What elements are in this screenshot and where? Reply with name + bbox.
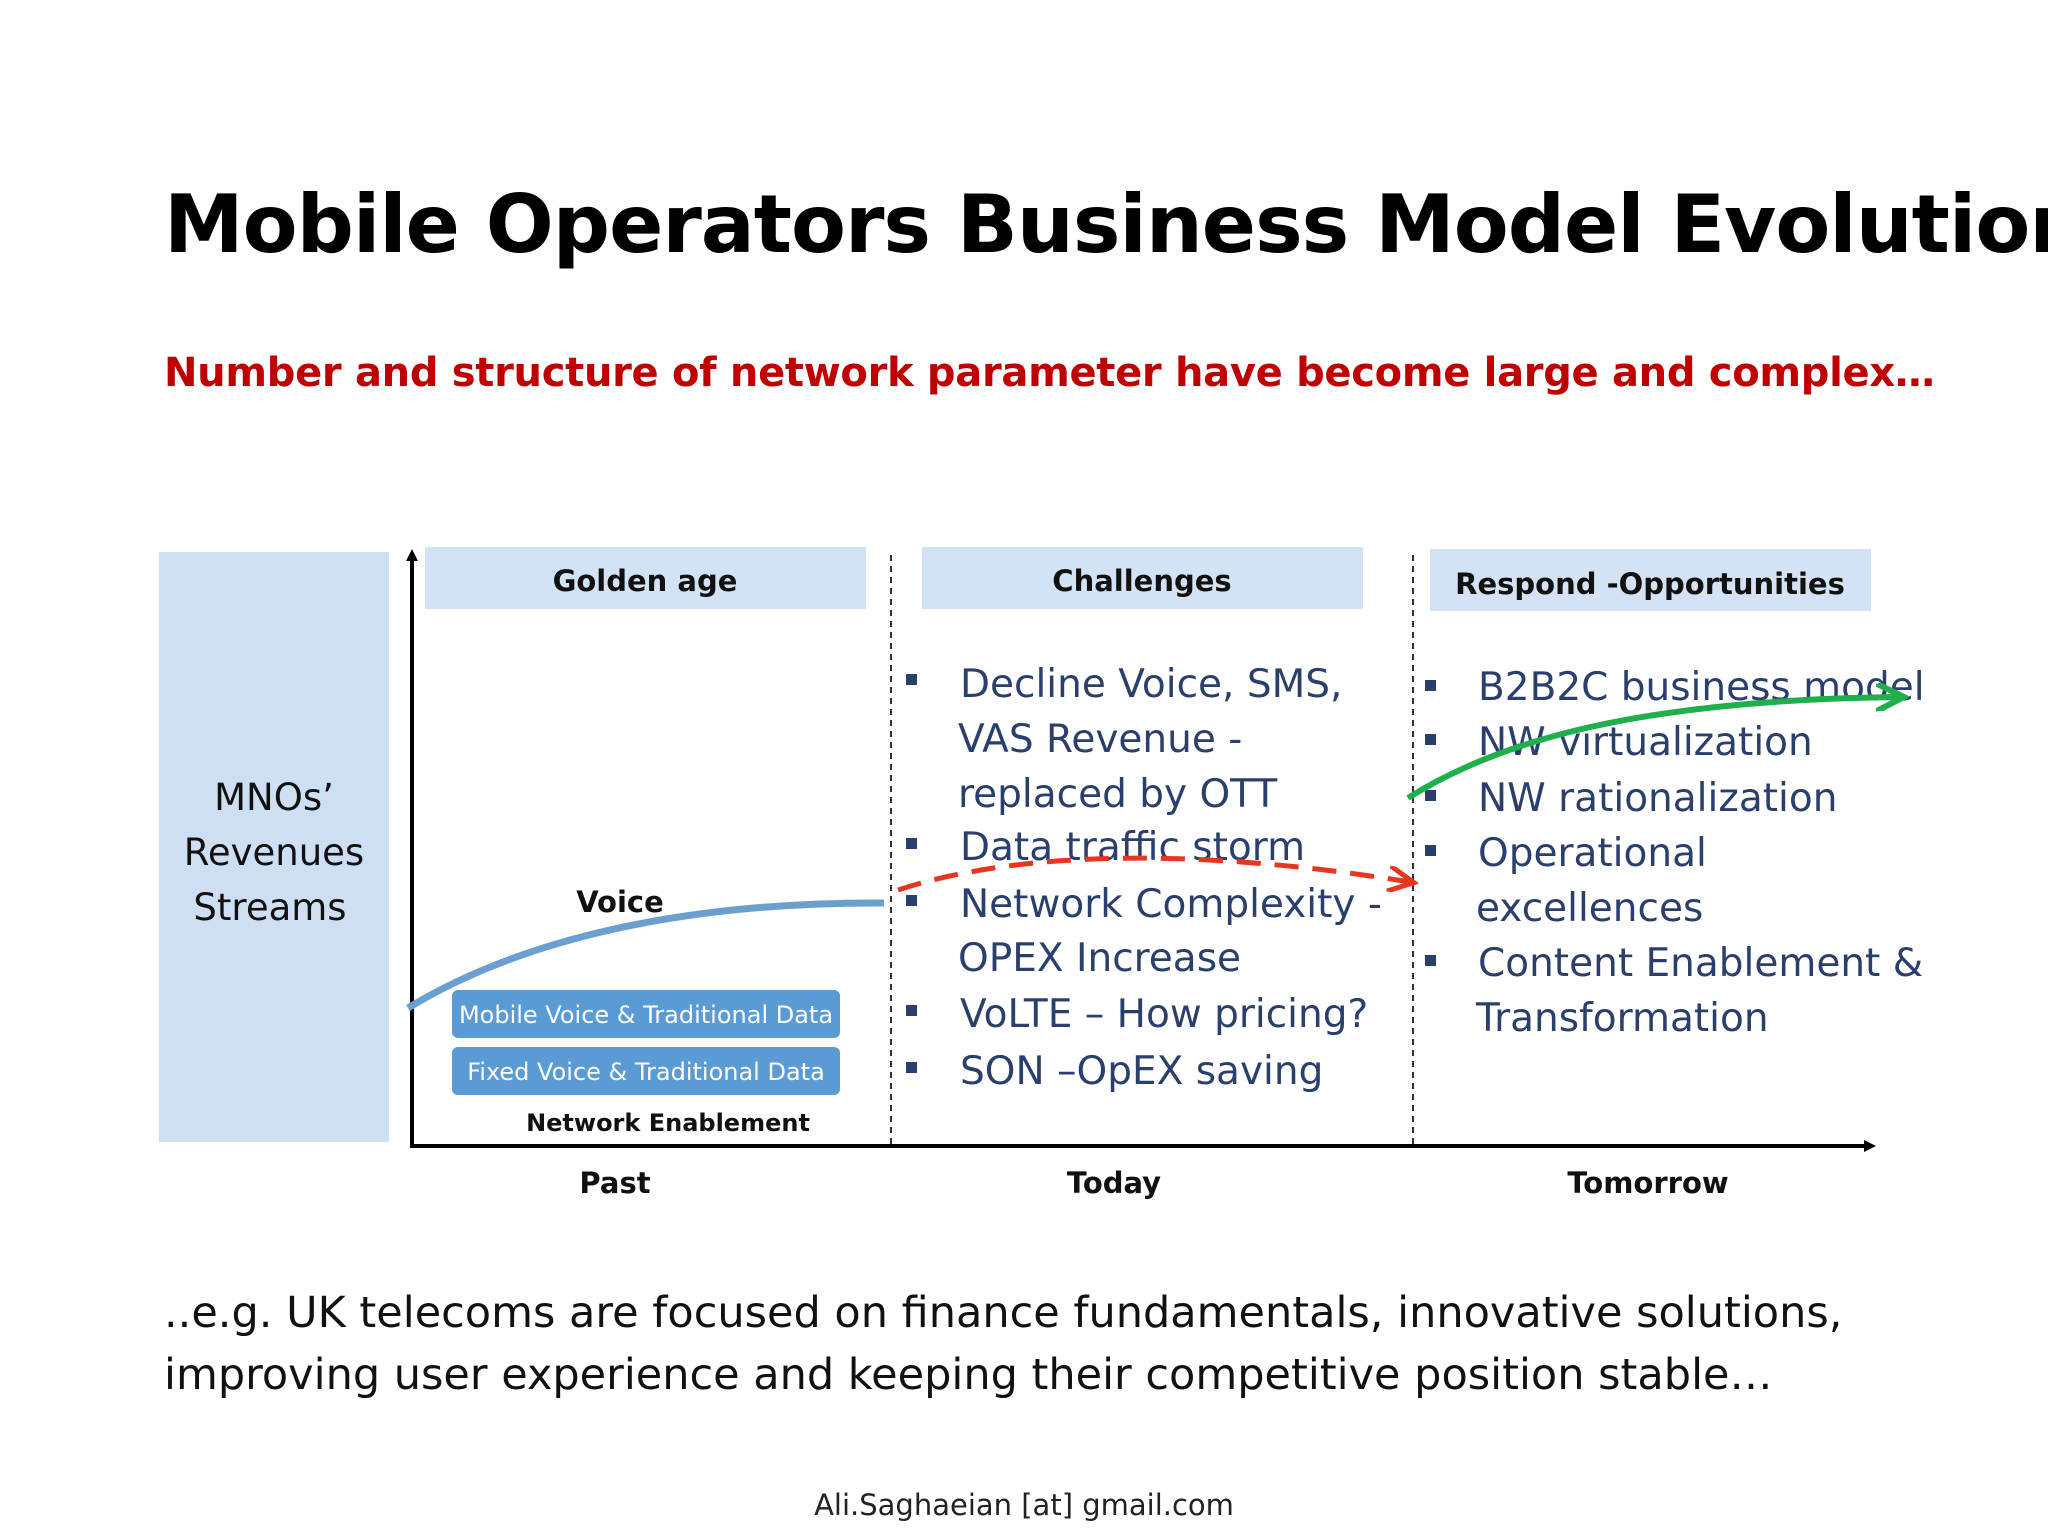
opportunity-line-4: Operational xyxy=(1478,831,1707,876)
header-golden-age: Golden age xyxy=(553,564,738,598)
bullet xyxy=(1425,734,1436,745)
opportunity-line-7: Transformation xyxy=(1475,996,1769,1041)
pill-mobile-voice xyxy=(452,990,840,1038)
bullet xyxy=(906,895,917,906)
bullet xyxy=(906,1062,917,1073)
footnote-line-2: improving user experience and keeping th… xyxy=(164,1350,1773,1400)
challenge-line-3: replaced by OTT xyxy=(958,772,1277,817)
pill-fixed-voice-label: Fixed Voice & Traditional Data xyxy=(467,1058,825,1086)
footnote: ..e.g. UK telecoms are focused on financ… xyxy=(164,1282,1964,1406)
footnote-line-1: ..e.g. UK telecoms are focused on financ… xyxy=(164,1288,1843,1338)
revenue-line-1: MNOs’ xyxy=(214,776,334,819)
revenue-streams-box xyxy=(159,552,389,1142)
page-subtitle: Number and structure of network paramete… xyxy=(164,350,1935,396)
page-title: Mobile Operators Business Model Evolutio… xyxy=(164,178,2048,271)
axis-label-past: Past xyxy=(579,1166,650,1200)
opportunity-line-1: B2B2C business model xyxy=(1478,665,1925,710)
voice-curve xyxy=(406,899,885,1011)
revenue-line-2: Revenues xyxy=(184,831,364,874)
pill-fixed-voice xyxy=(452,1047,840,1095)
challenge-line-6: OPEX Increase xyxy=(958,936,1241,981)
green-growth-arrow xyxy=(1406,697,1900,801)
author-credit: Ali.Saghaeian [at] gmail.com xyxy=(814,1488,1234,1522)
bullet xyxy=(1425,790,1436,801)
header-opportunities: Respond -Opportunities xyxy=(1455,567,1845,601)
axis-label-tomorrow: Tomorrow xyxy=(1567,1166,1728,1200)
challenge-line-7: VoLTE – How pricing? xyxy=(960,992,1368,1037)
challenge-line-2: VAS Revenue - xyxy=(958,717,1242,762)
opportunity-line-6: Content Enablement & xyxy=(1478,941,1923,986)
bullet xyxy=(906,674,917,685)
header-challenges-bg xyxy=(922,547,1363,609)
header-golden-age-bg xyxy=(425,547,866,609)
challenges-list: Decline Voice, SMS, VAS Revenue - replac… xyxy=(906,662,1382,1094)
bullet xyxy=(1425,955,1436,966)
challenge-line-5: Network Complexity - xyxy=(960,882,1382,927)
voice-label: Voice xyxy=(576,885,664,919)
opportunity-line-5: excellences xyxy=(1476,886,1703,931)
opportunity-line-3: NW rationalization xyxy=(1478,776,1837,821)
challenge-line-8: SON –OpEX saving xyxy=(960,1049,1323,1094)
bullet xyxy=(906,1005,917,1016)
dashed-red-arrow xyxy=(897,855,1410,890)
opportunities-list: B2B2C business model NW virtualization N… xyxy=(1425,665,1925,1041)
header-challenges: Challenges xyxy=(1052,564,1231,598)
network-enablement-label: Network Enablement xyxy=(526,1109,810,1137)
bullet xyxy=(1425,845,1436,856)
revenue-line-3: Streams xyxy=(193,886,346,929)
challenge-line-1: Decline Voice, SMS, xyxy=(960,662,1342,707)
axis-label-today: Today xyxy=(1067,1166,1161,1200)
bullet xyxy=(1425,680,1436,691)
header-opportunities-bg xyxy=(1430,549,1871,611)
bullet xyxy=(906,838,917,849)
pill-mobile-voice-label: Mobile Voice & Traditional Data xyxy=(459,1001,833,1029)
